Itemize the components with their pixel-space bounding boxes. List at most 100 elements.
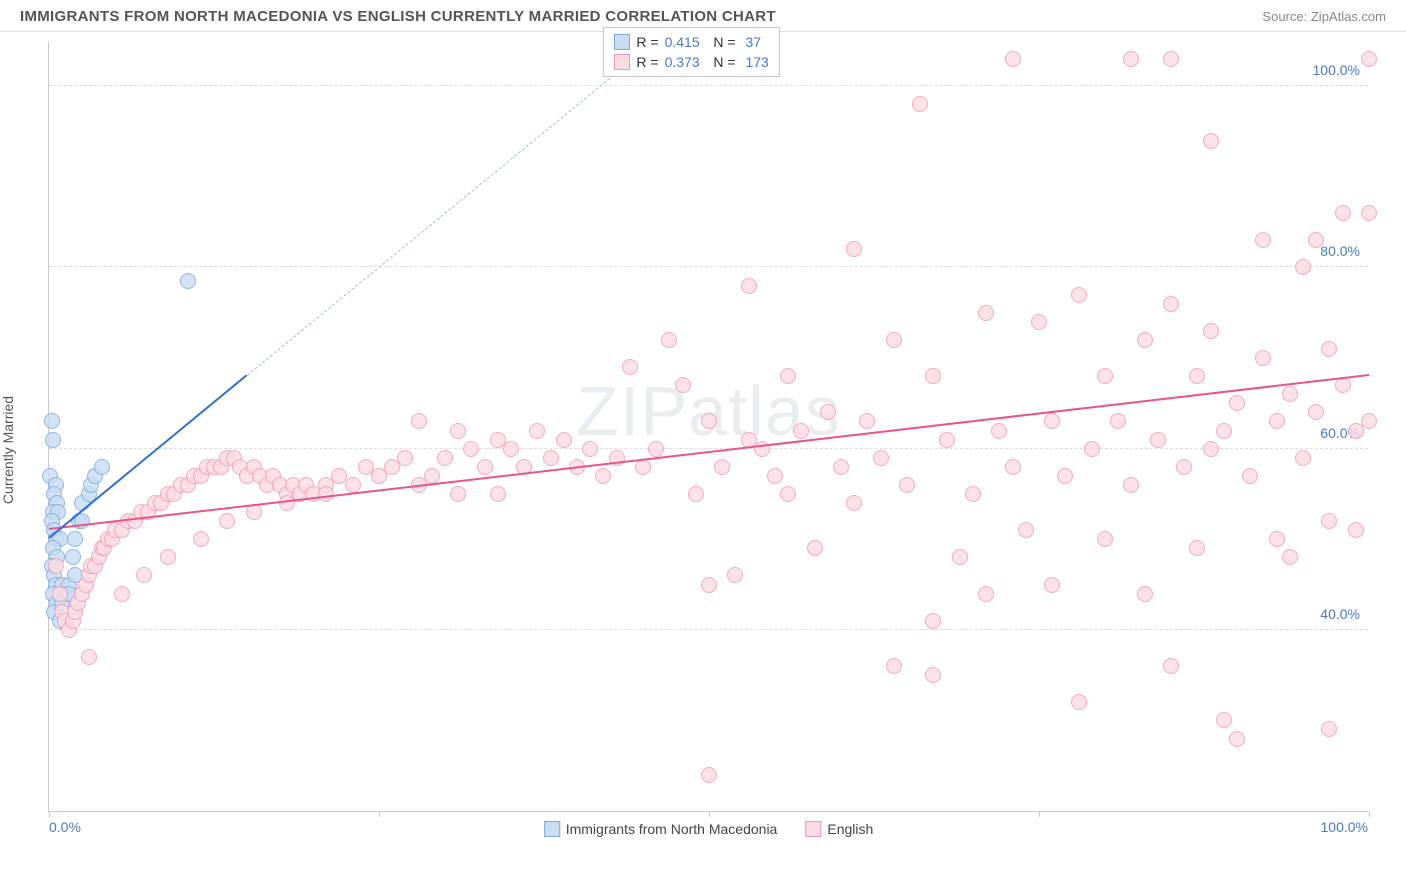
scatter-point: [859, 413, 875, 429]
scatter-point: [1321, 513, 1337, 529]
scatter-point: [1203, 441, 1219, 457]
scatter-point: [1335, 205, 1351, 221]
scatter-point: [114, 586, 130, 602]
scatter-point: [1282, 386, 1298, 402]
chart-area: Currently Married ZIPatlas 40.0%60.0%80.…: [0, 32, 1406, 852]
scatter-point: [397, 450, 413, 466]
scatter-point: [701, 413, 717, 429]
scatter-point: [820, 404, 836, 420]
scatter-point: [345, 477, 361, 493]
scatter-point: [1361, 205, 1377, 221]
scatter-point: [661, 332, 677, 348]
y-tick-label: 40.0%: [1320, 606, 1360, 622]
scatter-point: [1031, 314, 1047, 330]
scatter-point: [582, 441, 598, 457]
chart-title: IMMIGRANTS FROM NORTH MACEDONIA VS ENGLI…: [20, 8, 776, 25]
scatter-point: [450, 423, 466, 439]
scatter-point: [529, 423, 545, 439]
scatter-point: [1348, 522, 1364, 538]
scatter-point: [503, 441, 519, 457]
scatter-point: [595, 468, 611, 484]
scatter-point: [136, 567, 152, 583]
scatter-point: [912, 96, 928, 112]
scatter-point: [846, 495, 862, 511]
scatter-point: [978, 305, 994, 321]
scatter-point: [1229, 395, 1245, 411]
scatter-point: [1071, 694, 1087, 710]
source-value: ZipAtlas.com: [1311, 9, 1386, 24]
scatter-point: [701, 767, 717, 783]
scatter-point: [978, 586, 994, 602]
gridline-h: [49, 266, 1368, 267]
scatter-point: [807, 540, 823, 556]
legend-r-label: R =: [636, 54, 658, 70]
x-tick-label-min: 0.0%: [49, 819, 81, 835]
scatter-point: [793, 423, 809, 439]
scatter-point: [424, 468, 440, 484]
scatter-plot: ZIPatlas 40.0%60.0%80.0%100.0%0.0%100.0%…: [48, 42, 1368, 812]
scatter-point: [648, 441, 664, 457]
scatter-point: [833, 459, 849, 475]
scatter-point: [1216, 423, 1232, 439]
trend-line: [49, 374, 1369, 530]
legend-row: R =0.373 N = 173: [614, 52, 768, 72]
x-tick: [49, 811, 50, 817]
scatter-point: [1176, 459, 1192, 475]
legend-r-value: 0.373: [665, 54, 700, 70]
scatter-point: [1242, 468, 1258, 484]
scatter-point: [411, 413, 427, 429]
scatter-point: [81, 649, 97, 665]
scatter-point: [1044, 413, 1060, 429]
scatter-point: [1282, 549, 1298, 565]
scatter-point: [1361, 51, 1377, 67]
scatter-point: [1216, 712, 1232, 728]
scatter-point: [873, 450, 889, 466]
scatter-point: [886, 332, 902, 348]
scatter-point: [1137, 586, 1153, 602]
scatter-point: [48, 558, 64, 574]
scatter-point: [701, 577, 717, 593]
scatter-point: [1203, 323, 1219, 339]
scatter-point: [1097, 368, 1113, 384]
scatter-point: [1097, 531, 1113, 547]
scatter-point: [193, 531, 209, 547]
gridline-h: [49, 448, 1368, 449]
legend-r-value: 0.415: [665, 34, 700, 50]
scatter-point: [1123, 477, 1139, 493]
scatter-point: [160, 549, 176, 565]
scatter-point: [952, 549, 968, 565]
scatter-point: [180, 273, 196, 289]
scatter-point: [1255, 232, 1271, 248]
scatter-point: [44, 413, 60, 429]
scatter-point: [1110, 413, 1126, 429]
legend-swatch: [614, 34, 630, 50]
scatter-point: [886, 658, 902, 674]
scatter-point: [450, 486, 466, 502]
legend-r-label: R =: [636, 34, 658, 50]
scatter-point: [846, 241, 862, 257]
scatter-point: [767, 468, 783, 484]
legend-n-value: 37: [742, 34, 761, 50]
series-name: English: [827, 821, 873, 837]
scatter-point: [45, 432, 61, 448]
gridline-h: [49, 629, 1368, 630]
scatter-point: [1361, 413, 1377, 429]
series-legend-item: English: [805, 821, 873, 837]
watermark-text: ZIPatlas: [576, 371, 841, 451]
scatter-point: [688, 486, 704, 502]
x-tick: [379, 811, 380, 817]
scatter-point: [1189, 540, 1205, 556]
scatter-point: [1018, 522, 1034, 538]
legend-swatch: [614, 54, 630, 70]
scatter-point: [65, 549, 81, 565]
scatter-point: [437, 450, 453, 466]
source-attribution: Source: ZipAtlas.com: [1262, 9, 1386, 24]
scatter-point: [1163, 51, 1179, 67]
x-tick: [709, 811, 710, 817]
scatter-point: [1044, 577, 1060, 593]
legend-n-label: N =: [706, 54, 736, 70]
scatter-point: [1269, 531, 1285, 547]
scatter-point: [1005, 51, 1021, 67]
x-tick: [1039, 811, 1040, 817]
scatter-point: [94, 459, 110, 475]
